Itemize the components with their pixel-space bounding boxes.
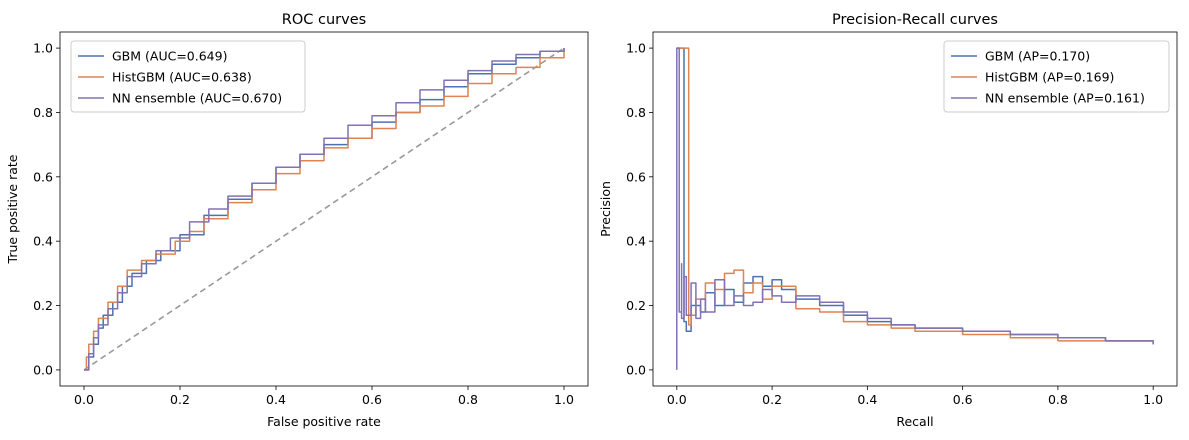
y-tick-label: 0.6: [626, 169, 646, 184]
legend-box: [943, 40, 1170, 113]
x-tick-label: 0.6: [362, 392, 382, 407]
legend-label-1: HistGBM (AP=0.169): [985, 70, 1114, 85]
legend-label-1: HistGBM (AUC=0.638): [112, 70, 252, 85]
x-tick-label: 0.2: [762, 392, 782, 407]
chart-title: ROC curves: [282, 12, 366, 28]
x-tick-label: 0.0: [667, 392, 687, 407]
roc-chart-panel: ROC curves 0.0 0.2 0.4 0.6 0.8 1.0 0.0 0.2 0.4 0.6…: [5, 12, 589, 429]
legend-label-0: GBM (AUC=0.649): [112, 49, 227, 64]
y-tick-label: 0.2: [33, 298, 53, 313]
y-tick-label: 0.8: [626, 105, 646, 120]
y-tick-label: 0.6: [33, 169, 53, 184]
x-axis-label: Recall: [896, 414, 933, 429]
x-tick-label: 0.4: [266, 392, 286, 407]
legend-label-0: GBM (AP=0.170): [985, 49, 1090, 64]
x-tick-label: 0.2: [170, 392, 190, 407]
x-tick-label: 0.4: [857, 392, 877, 407]
y-tick-label: 0.0: [626, 362, 646, 377]
series-line-1: [676, 47, 1154, 345]
x-tick-label: 0.0: [74, 392, 94, 407]
legend: GBM (AUC=0.649) HistGBM (AUC=0.638) NN ens…: [70, 40, 306, 113]
x-tick-label: 0.6: [953, 392, 973, 407]
x-tick-label: 0.8: [1048, 392, 1068, 407]
chance-diagonal-line: [83, 47, 565, 371]
chart-title: Precision-Recall curves: [832, 12, 998, 28]
y-tick-label: 0.8: [33, 105, 53, 120]
y-axis-label: Precision: [598, 181, 613, 237]
pr-chart-panel: Precision-Recall curves 0.0 0.2 0.4 0.6 0.8 1.…: [598, 12, 1178, 429]
plot-frame: [59, 31, 589, 387]
legend: GBM (AP=0.170) HistGBM (AP=0.169) NN ensem…: [943, 40, 1170, 113]
x-axis-label: False positive rate: [267, 414, 381, 429]
x-tick-label: 1.0: [554, 392, 574, 407]
legend-box: [70, 40, 306, 113]
series-line-2: [676, 47, 1154, 370]
x-tick-label: 1.0: [1143, 392, 1163, 407]
y-axis-label: True positive rate: [5, 154, 20, 264]
y-tick-label: 1.0: [33, 41, 53, 56]
y-tick-label: 0.0: [33, 362, 53, 377]
x-tick-label: 0.8: [458, 392, 478, 407]
series-line-2: [84, 48, 565, 371]
legend-label-2: NN ensemble (AUC=0.670): [112, 91, 282, 106]
plot-frame: [652, 31, 1178, 387]
legend-label-2: NN ensemble (AP=0.161): [985, 91, 1145, 106]
y-tick-label: 0.4: [33, 234, 53, 249]
y-tick-label: 1.0: [626, 41, 646, 56]
y-tick-label: 0.4: [626, 234, 646, 249]
y-tick-label: 0.2: [626, 298, 646, 313]
